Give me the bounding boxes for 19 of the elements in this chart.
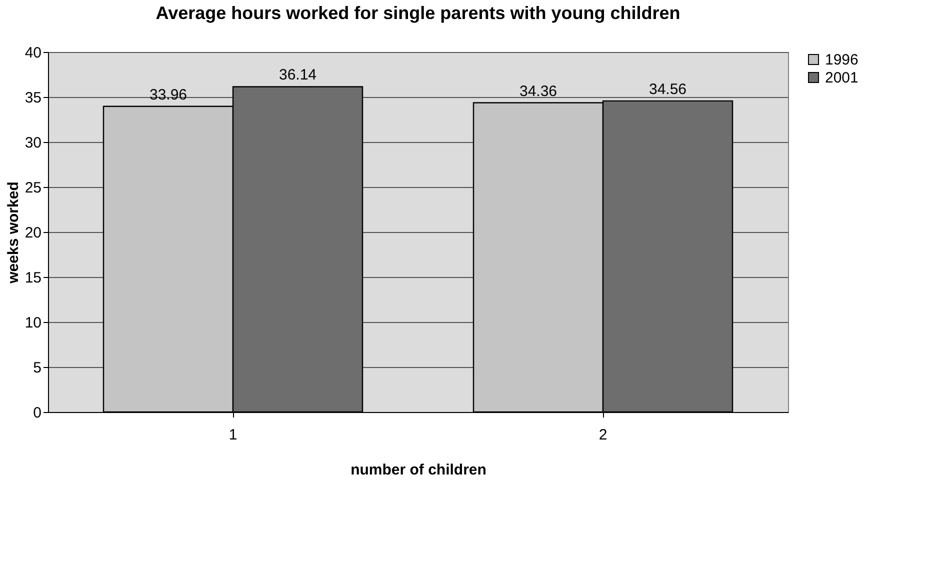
- y-tick-label: 10: [24, 314, 42, 332]
- x-axis-title: number of children: [350, 462, 486, 478]
- y-tick-label: 0: [33, 404, 42, 422]
- legend-label: 2001: [825, 70, 858, 86]
- data-label: 36.14: [278, 66, 317, 84]
- data-label: 34.36: [519, 82, 558, 100]
- legend-label: 1996: [825, 52, 858, 68]
- chart-title: Average hours worked for single parents with young children: [156, 3, 680, 23]
- x-tick-label: 1: [228, 426, 238, 444]
- y-tick-label: 40: [24, 44, 42, 62]
- y-tick-label: 20: [24, 224, 42, 242]
- y-axis-title: weeks worked: [4, 182, 22, 284]
- y-tick-label: 25: [24, 180, 42, 196]
- y-tick-label: 15: [24, 270, 42, 286]
- x-tick-label: 2: [598, 426, 608, 444]
- y-tick-label: 5: [33, 360, 42, 376]
- y-tick-label: 35: [24, 90, 42, 106]
- data-label: 34.56: [648, 80, 687, 98]
- y-tick-label: 30: [24, 134, 42, 152]
